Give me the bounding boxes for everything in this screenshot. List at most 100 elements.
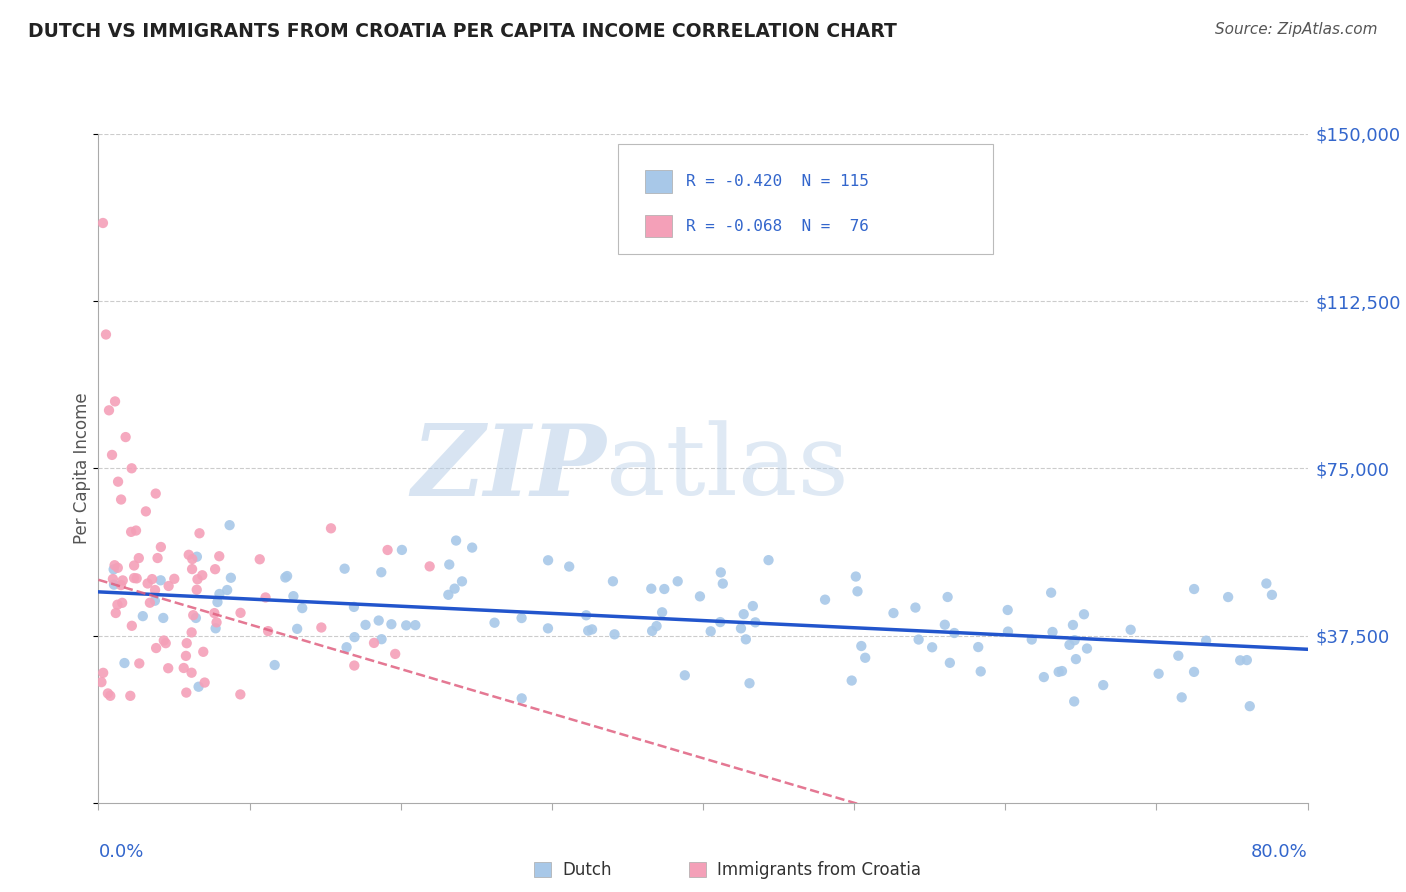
Text: ZIP: ZIP (412, 420, 606, 516)
Point (319, 521, 342, 535)
Point (229, 687, 252, 701)
Point (114, 430, 136, 444)
Point (107, 561, 129, 575)
Text: atlas: atlas (606, 420, 849, 516)
Point (107, 598, 129, 612)
Point (1119, 623, 1142, 637)
Point (194, 675, 217, 690)
Point (114, 656, 136, 670)
Point (143, 593, 166, 607)
Point (711, 576, 734, 591)
Point (882, 606, 904, 620)
Point (122, 558, 145, 573)
Point (997, 603, 1019, 617)
Point (581, 623, 603, 637)
Point (153, 633, 176, 648)
Point (384, 647, 406, 661)
Point (110, 492, 132, 507)
Point (1062, 618, 1084, 632)
Point (1182, 665, 1205, 679)
Point (193, 645, 215, 659)
Point (186, 572, 208, 586)
FancyBboxPatch shape (619, 144, 993, 254)
Point (1063, 633, 1085, 648)
Point (443, 582, 465, 596)
Text: Dutch: Dutch (562, 861, 612, 879)
Point (111, 596, 134, 610)
Point (163, 572, 186, 586)
Text: Immigrants from Croatia: Immigrants from Croatia (717, 861, 921, 879)
Point (120, 524, 142, 539)
Point (141, 572, 163, 586)
Point (343, 599, 366, 614)
Point (177, 548, 200, 562)
Point (652, 582, 675, 596)
Point (128, 551, 150, 566)
Point (558, 559, 581, 574)
Point (510, 691, 533, 706)
Point (174, 648, 197, 663)
Point (333, 562, 356, 576)
Point (125, 571, 148, 585)
Point (204, 621, 226, 635)
Point (188, 526, 211, 541)
Point (135, 504, 157, 518)
Point (395, 618, 418, 632)
Point (128, 657, 150, 671)
Point (1167, 648, 1189, 663)
Point (1182, 582, 1205, 596)
Point (101, 448, 124, 462)
Text: Source: ZipAtlas.com: Source: ZipAtlas.com (1215, 22, 1378, 37)
Point (94, 327, 117, 342)
Point (730, 621, 752, 635)
Bar (645, 215, 672, 237)
Point (841, 673, 863, 688)
Point (91, 665, 114, 680)
Point (370, 632, 392, 647)
Point (152, 611, 174, 625)
Point (121, 619, 143, 633)
Point (1256, 576, 1278, 591)
Point (181, 552, 204, 566)
Point (576, 624, 599, 638)
Point (103, 577, 125, 591)
Point (934, 617, 956, 632)
Point (180, 625, 202, 640)
Point (997, 624, 1019, 639)
Point (180, 665, 202, 680)
Point (181, 562, 204, 576)
Point (1063, 694, 1085, 708)
Point (1021, 632, 1043, 647)
Point (510, 611, 533, 625)
Point (257, 624, 280, 639)
Point (104, 394, 127, 409)
Point (733, 607, 755, 622)
Point (444, 533, 467, 548)
Point (853, 650, 876, 665)
Point (575, 608, 598, 623)
Point (1216, 590, 1239, 604)
Point (641, 624, 664, 638)
Point (146, 551, 169, 566)
Point (744, 615, 766, 630)
Point (1064, 652, 1087, 666)
Point (367, 614, 389, 628)
Point (1040, 585, 1063, 599)
Point (136, 576, 159, 591)
Point (104, 606, 127, 620)
Point (741, 599, 763, 613)
Point (1239, 699, 1261, 714)
Point (451, 574, 474, 589)
Point (404, 618, 426, 632)
Point (343, 658, 366, 673)
Point (285, 622, 308, 636)
Point (437, 588, 460, 602)
Point (710, 566, 733, 580)
Point (205, 615, 228, 630)
Point (276, 569, 298, 583)
Point (98, 689, 121, 703)
Point (1229, 653, 1251, 667)
Point (814, 592, 837, 607)
Point (439, 558, 461, 572)
Point (380, 617, 402, 632)
